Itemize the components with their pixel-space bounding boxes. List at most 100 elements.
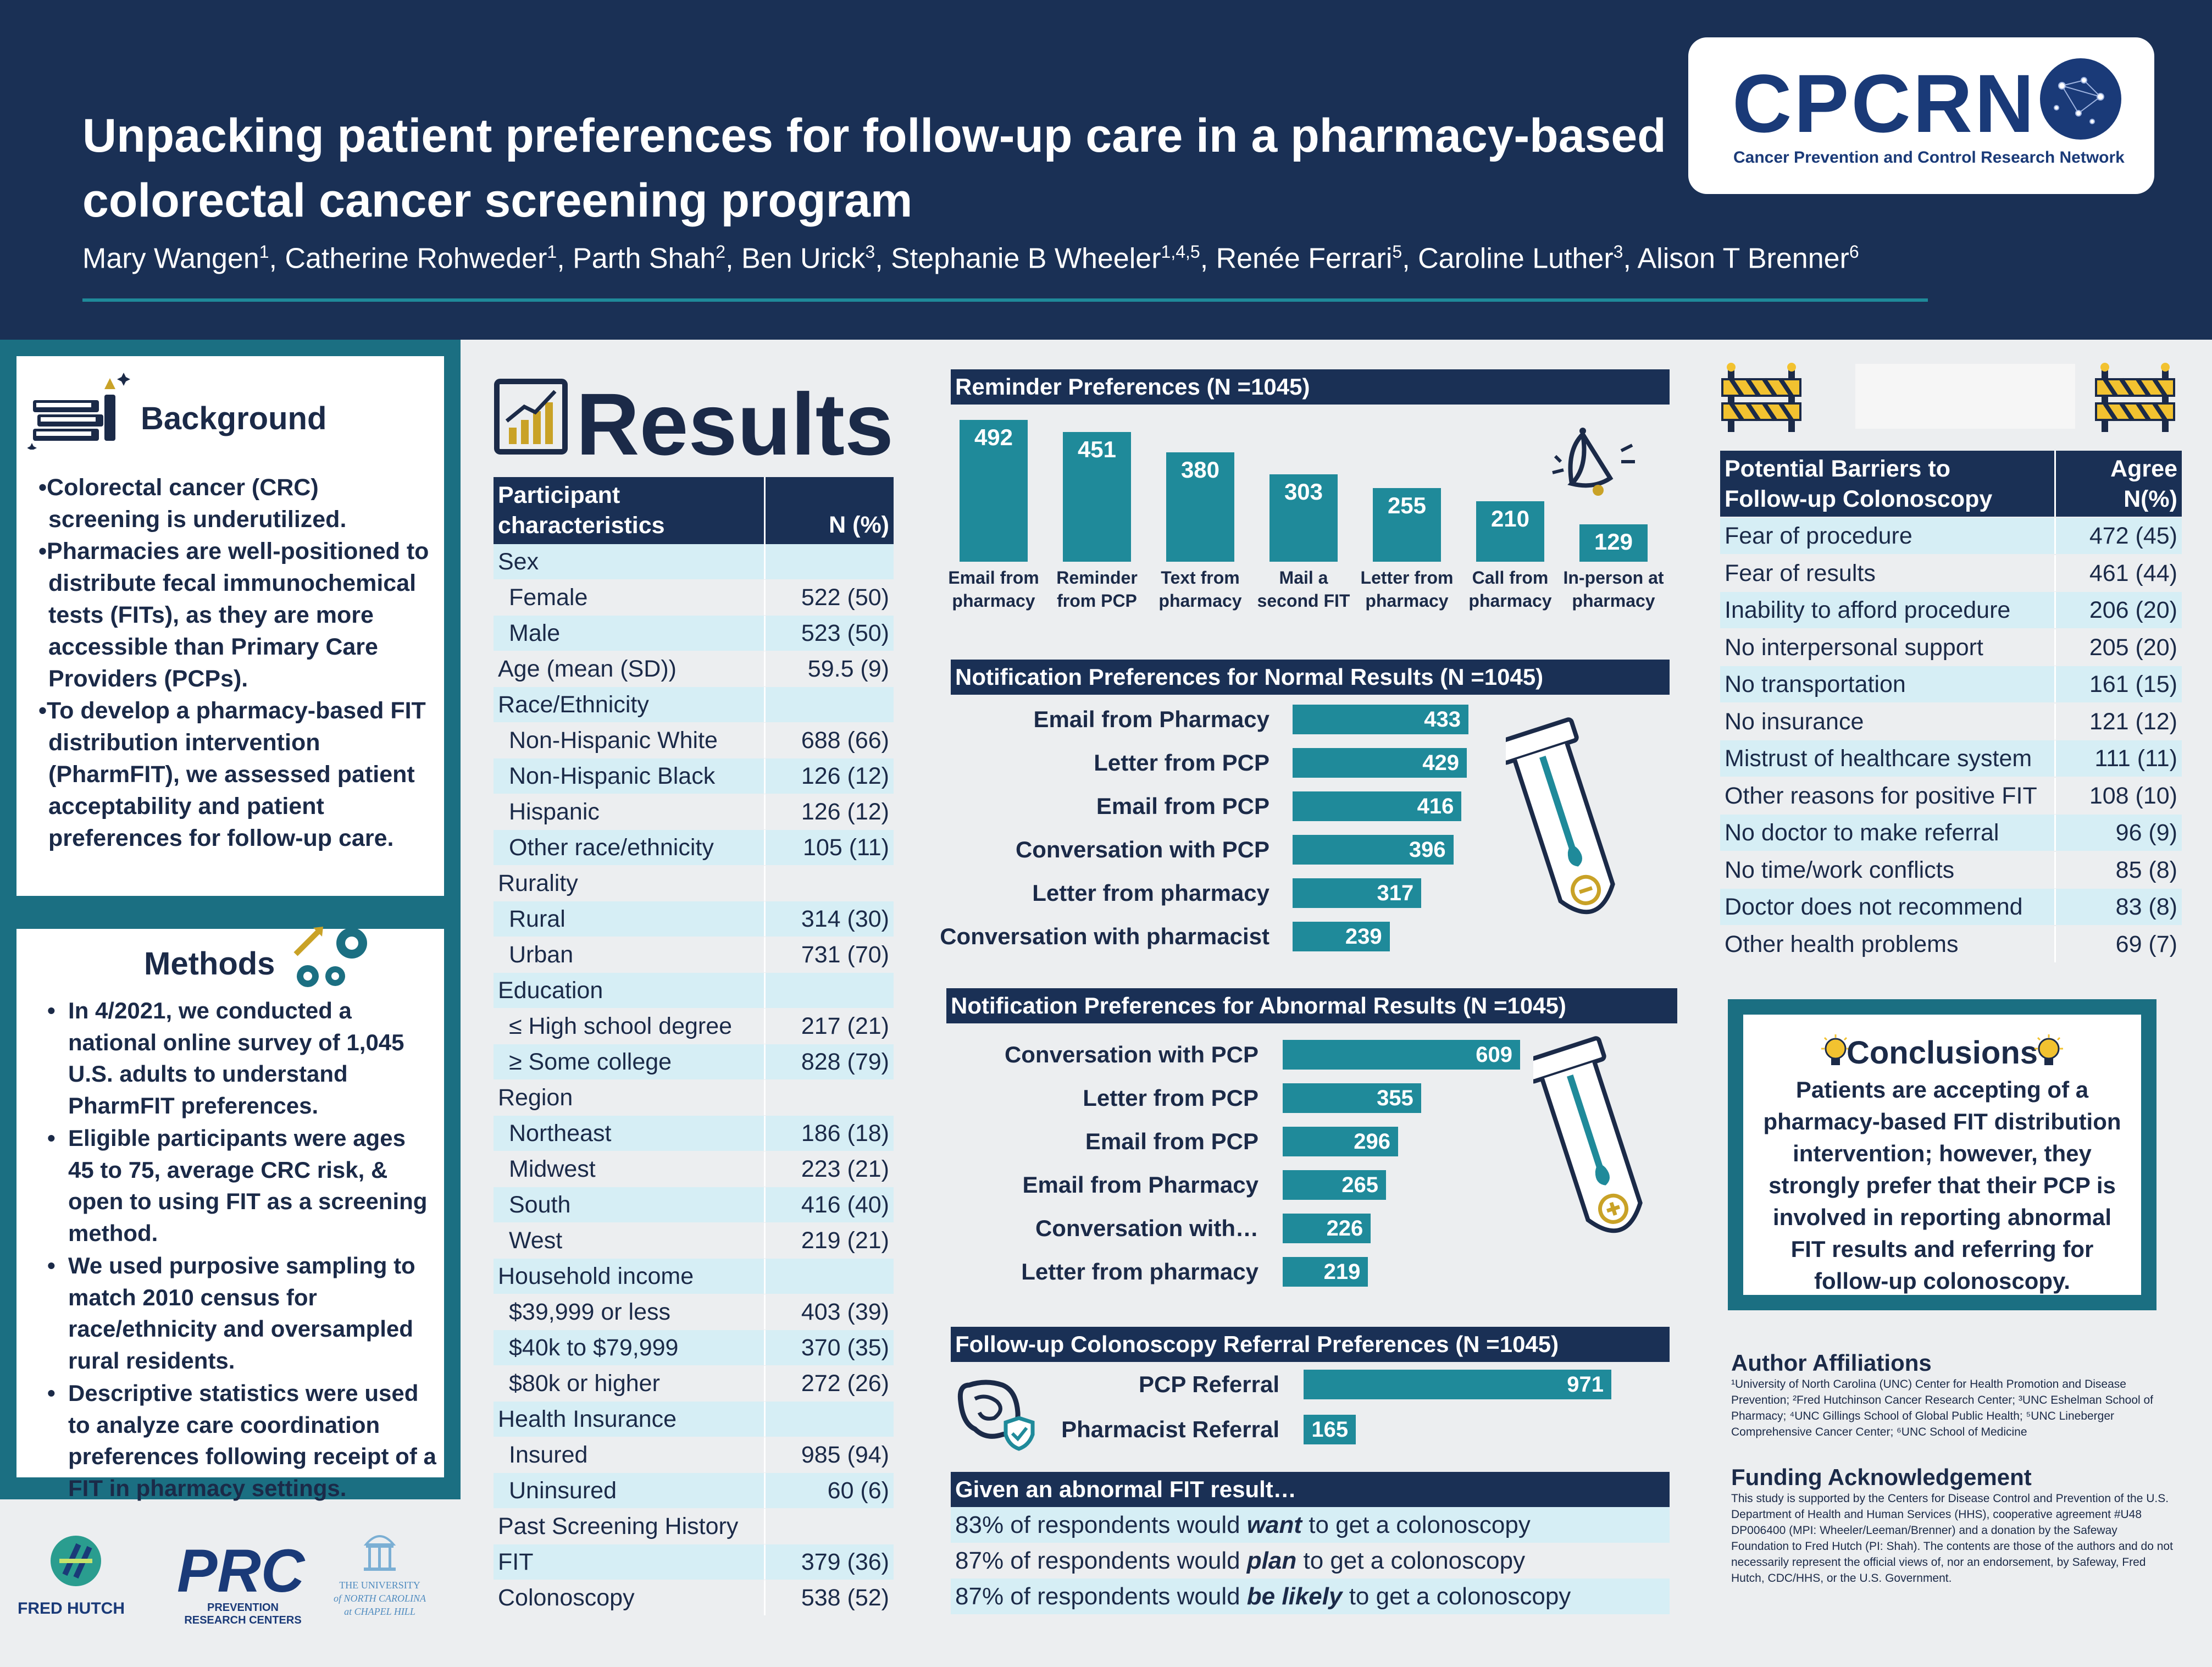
methods-bullet-text: Descriptive statistics were used to anal…: [68, 1380, 436, 1501]
category-label: PCP Referral: [1138, 1371, 1279, 1397]
table-row: Inability to afford procedure 206 (20): [1720, 592, 2182, 628]
table-row: Northeast 186 (18): [494, 1116, 894, 1151]
column-divider: [2054, 889, 2056, 925]
barrier-icon: [2095, 363, 2175, 432]
header-divider: [82, 298, 1928, 302]
logo-name: CPCRN: [1732, 57, 2037, 149]
lightbulb-icon: [1821, 1034, 1850, 1065]
logo-subtitle: Cancer Prevention and Control Research N…: [1733, 148, 2125, 167]
row-value: 108 (10): [2089, 782, 2177, 809]
author-name: Mary Wangen: [82, 242, 259, 275]
column-divider: [2054, 666, 2056, 702]
row-text: 83% of respondents would: [955, 1511, 1247, 1538]
background-panel: Background •Colorectal cancer (CRC) scre…: [0, 340, 461, 912]
row-value: 60 (6): [827, 1477, 889, 1504]
methods-bullets: • In 4/2021, we conducted a national onl…: [36, 995, 437, 1504]
category-label: Text from pharmacy: [1158, 568, 1242, 611]
barriers-table-header: Potential Barriers to Follow-up Colonosc…: [1720, 451, 2182, 517]
row-value: 314 (30): [801, 906, 889, 932]
category-label: Email from PCP: [1085, 1128, 1259, 1154]
table-row: Other race/ethnicity 105 (11): [494, 830, 894, 865]
row-label: Inability to afford procedure: [1725, 597, 2011, 623]
table-row: FIT 379 (36): [494, 1544, 894, 1580]
bar-value-label: 129: [1594, 529, 1633, 555]
row-label: Region: [498, 1084, 573, 1111]
row-value: 272 (26): [801, 1370, 889, 1397]
lightbulb-icon: [2034, 1034, 2063, 1065]
test-tube-positive-icon: [1533, 1036, 1643, 1233]
row-value: 69 (7): [2115, 931, 2177, 957]
row-label: Rurality: [498, 870, 578, 896]
row-value: 828 (79): [801, 1049, 889, 1075]
row-value: 688 (66): [801, 727, 889, 754]
category-label: Letter from PCP: [1094, 750, 1269, 776]
reminder-bar: [1579, 524, 1648, 562]
category-label: Conversation with PCP: [1004, 1042, 1259, 1067]
reminder-bar: [1373, 488, 1441, 562]
column-divider: [2054, 555, 2056, 591]
column-divider: [2054, 777, 2056, 814]
funding-section: Funding Acknowledgement This study is su…: [1731, 1464, 2176, 1586]
column-divider: [2054, 740, 2056, 777]
reminder-bar-chart: 492 Email from pharmacy 451 Reminder from P…: [948, 407, 1670, 627]
table-row: Urban 731 (70): [494, 937, 894, 972]
bar-value-label: 255: [1387, 492, 1427, 519]
abnormal-results-chart-title: Notification Preferences for Abnormal Re…: [946, 988, 1677, 1023]
table-row: Female 522 (50): [494, 580, 894, 615]
horizontal-bar: 296: [1283, 1127, 1398, 1156]
network-globe-icon: [2040, 58, 2121, 140]
category-label: Email from PCP: [1096, 793, 1269, 819]
methods-heading: Methods: [144, 946, 275, 982]
conclusions-text: Patients are accepting of a pharmacy-bas…: [1763, 1077, 2121, 1294]
category-label: Letter from pharmacy: [1021, 1259, 1259, 1284]
reminder-chart-title: Reminder Preferences (N =1045): [951, 369, 1670, 405]
horizontal-bar: 317: [1293, 878, 1422, 908]
table-row: No time/work conflicts 85 (8): [1720, 851, 2182, 888]
test-tube-icon: [1506, 717, 1615, 915]
table-row: No insurance 121 (12): [1720, 703, 2182, 740]
column-divider: [2054, 851, 2056, 888]
background-heading: Background: [141, 401, 327, 436]
category-label: In-person at pharmacy: [1563, 568, 1664, 611]
row-label: Male: [509, 620, 561, 646]
row-label: South: [509, 1192, 571, 1218]
column-divider: [764, 1330, 766, 1365]
column-divider: [764, 830, 766, 865]
row-label: Non-Hispanic Black: [509, 763, 716, 789]
row-value: 126 (12): [801, 763, 889, 789]
column-divider: [764, 1580, 766, 1615]
table-row: Non-Hispanic White 688 (66): [494, 723, 894, 758]
author-separator: ,: [557, 242, 573, 275]
row-value: 85 (8): [2115, 856, 2177, 883]
column-divider: [764, 1437, 766, 1472]
row-text: to get a colonoscopy: [1302, 1511, 1531, 1538]
table-row: $40k to $79,999 370 (35): [494, 1330, 894, 1365]
row-label: No insurance: [1725, 708, 1864, 735]
column-divider: [764, 1009, 766, 1044]
column-divider: [2054, 815, 2056, 851]
category-label: Letter from pharmacy: [1032, 880, 1269, 906]
row-label: Doctor does not recommend: [1725, 894, 2023, 920]
author-affiliation-number: 2: [716, 242, 726, 262]
horizontal-bar: 971: [1304, 1370, 1611, 1399]
title-line-2: colorectal cancer screening program: [82, 174, 913, 227]
column-divider: [764, 1544, 766, 1580]
prc-logo: PRC: [177, 1537, 305, 1605]
table-row: ≤ High school degree 217 (21): [494, 1009, 894, 1044]
author-separator: ,: [875, 242, 891, 275]
row-label: Northeast: [509, 1120, 612, 1147]
barriers-header-n: N(%): [2124, 486, 2177, 512]
colon-shield-icon: [957, 1380, 1035, 1451]
methods-bullet: • Descriptive statistics were used to an…: [47, 1380, 436, 1501]
row-label: Rural: [509, 906, 566, 932]
row-label: Other race/ethnicity: [509, 834, 714, 861]
row-label: Education: [498, 977, 603, 1004]
row-label: Sex: [498, 549, 539, 575]
bar-value-label: 210: [1490, 505, 1530, 531]
row-value: 205 (20): [2089, 634, 2177, 661]
table-row: Education: [494, 973, 894, 1008]
participant-table-header: Participant characteristics N (%): [494, 477, 894, 544]
horizontal-bar: 433: [1293, 705, 1468, 734]
bar-value-label: 380: [1180, 456, 1220, 483]
row-value: 219 (21): [801, 1227, 889, 1254]
